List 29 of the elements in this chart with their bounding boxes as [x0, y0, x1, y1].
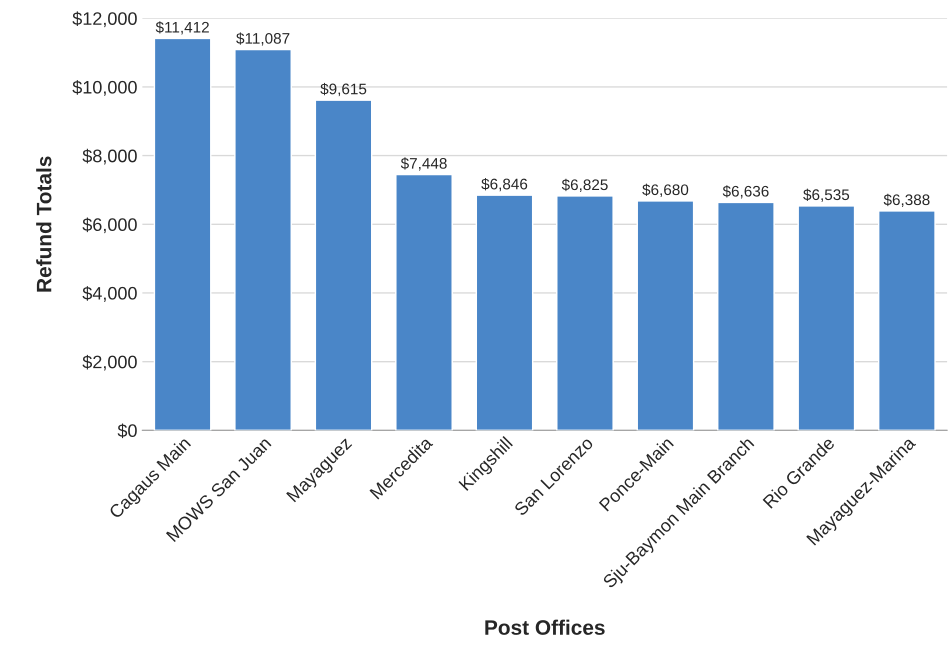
- data-label: $11,087: [236, 32, 290, 46]
- bar: [476, 194, 534, 430]
- x-axis-title: Post Offices: [485, 620, 605, 635]
- data-label: $9,615: [320, 82, 366, 96]
- bar: [234, 48, 292, 430]
- y-tick-label: $12,000: [72, 11, 137, 28]
- data-label: $6,825: [562, 178, 608, 192]
- bar: [395, 174, 453, 430]
- bar: [154, 38, 212, 430]
- y-tick-label: $6,000: [82, 217, 137, 234]
- bar: [878, 210, 936, 430]
- data-label: $6,535: [803, 188, 850, 202]
- bar: [798, 205, 856, 430]
- y-tick-label: $10,000: [72, 80, 137, 96]
- data-label: $6,388: [884, 194, 930, 207]
- bar: [314, 99, 372, 430]
- y-tick-label: $4,000: [82, 286, 137, 302]
- bar: [556, 195, 614, 430]
- y-tick-label: $0: [118, 423, 137, 438]
- y-axis-title: Refund Totals: [36, 156, 52, 292]
- bar: [717, 202, 775, 430]
- y-tick-label: $8,000: [82, 148, 137, 164]
- bar: [636, 200, 694, 430]
- data-label: $6,636: [722, 185, 769, 198]
- data-label: $11,412: [156, 21, 209, 34]
- data-label: $6,846: [481, 178, 528, 192]
- data-label: $6,680: [642, 184, 688, 197]
- y-tick-label: $2,000: [82, 354, 137, 370]
- data-label: $7,448: [400, 157, 447, 171]
